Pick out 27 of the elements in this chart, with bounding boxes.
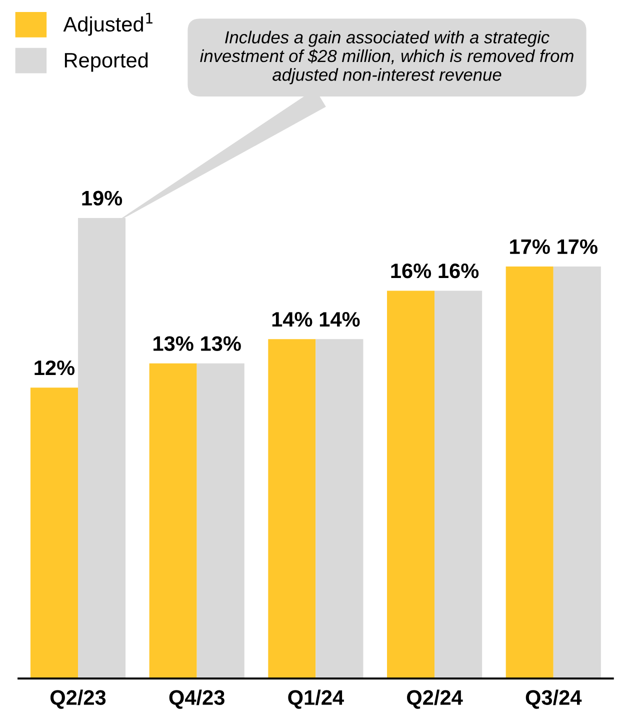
legend-label: Adjusted$^{1}$ <box>63 12 152 36</box>
bar <box>149 363 197 679</box>
bar <box>506 266 554 679</box>
data-label: 17% <box>558 239 598 254</box>
data-label: 16% <box>438 264 479 278</box>
bar <box>434 290 482 679</box>
bar <box>30 388 78 679</box>
data-label: 14% <box>272 312 312 327</box>
bar <box>268 339 316 679</box>
x-tick-label: Q2/24 <box>407 690 463 709</box>
bar <box>316 339 364 679</box>
data-label: 13% <box>201 336 241 351</box>
data-label: 14% <box>320 312 360 327</box>
data-label: 16% <box>391 264 432 278</box>
legend-label: Reported <box>64 52 148 72</box>
x-tick-label: Q2/23 <box>50 690 106 709</box>
bar <box>553 266 601 679</box>
data-label: 12% <box>34 360 75 376</box>
text: Includes a gain associated with a strategic investment of $28 million, which is removed from adjusted non-interest revenue <box>200 30 574 84</box>
x-tick-label: Q3/24 <box>526 690 582 709</box>
data-label: 17% <box>510 239 550 254</box>
x-tick-label: Q4/23 <box>169 690 224 709</box>
bar <box>196 363 244 679</box>
data-label: 19% <box>82 190 122 206</box>
data-label: 13% <box>154 336 194 351</box>
bar <box>387 290 435 679</box>
x-tick-label: Q1/24 <box>288 690 344 709</box>
